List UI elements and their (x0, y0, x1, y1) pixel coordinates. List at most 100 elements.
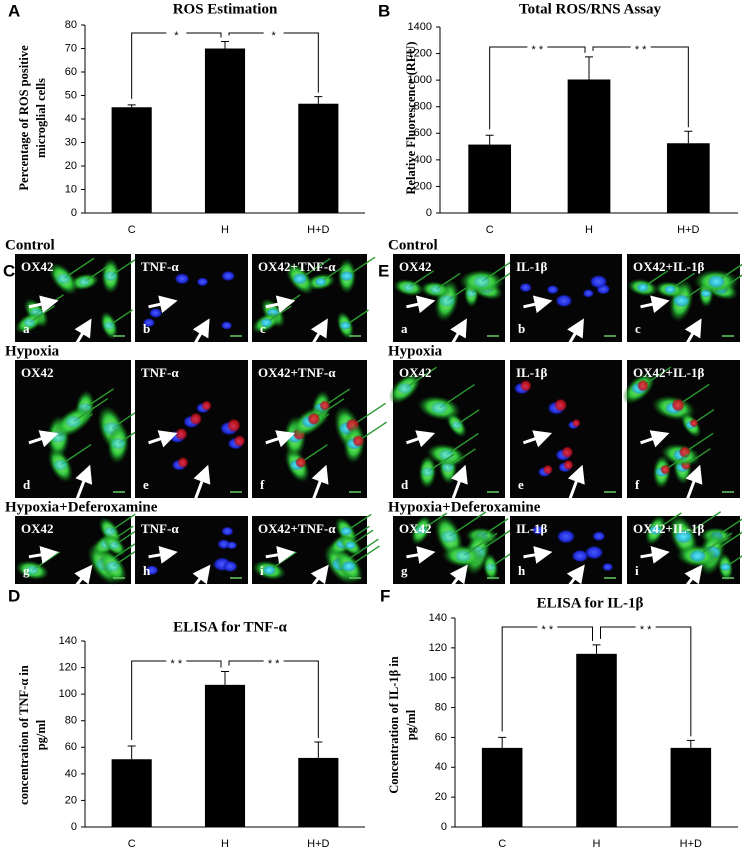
arrow (566, 464, 585, 505)
y-tick-label: 20 (65, 794, 77, 806)
nucleus (292, 273, 308, 285)
micrograph: TNF-α e (135, 360, 248, 505)
arrow (28, 430, 59, 448)
y-tick-label: 20 (435, 791, 447, 803)
nucleus (314, 277, 327, 287)
y-tick-label: 0 (71, 207, 77, 219)
y-tick-label: 0 (441, 821, 447, 833)
arrow (265, 430, 296, 448)
error-bar (221, 671, 229, 685)
image-letter: e (518, 477, 524, 492)
arrow (310, 318, 328, 347)
nucleus (582, 289, 594, 298)
y-tick-label: 60 (65, 66, 77, 78)
nucleus (221, 270, 236, 282)
nucleus (402, 282, 415, 293)
bar (567, 79, 611, 213)
nucleus (142, 318, 156, 328)
cytokine-signal (572, 418, 581, 428)
nucleus (78, 277, 91, 287)
panel-letter: F (380, 586, 390, 605)
stain-label: OX42 (21, 365, 54, 380)
error-bar (684, 130, 693, 144)
bracket-gap (630, 43, 651, 51)
image-letter: a (401, 321, 408, 336)
nucleus (689, 549, 707, 563)
micrograph: OX42 g (393, 511, 515, 588)
y-tick-label: 10 (65, 183, 77, 195)
y-tick-label: 1200 (408, 47, 432, 59)
x-tick-label: H+D (677, 224, 699, 236)
y-tick-label: 120 (429, 642, 447, 654)
image-letter: f (260, 477, 265, 492)
cytokine-signal (561, 446, 574, 459)
bar (576, 653, 617, 827)
arrow (523, 546, 553, 564)
cytokine-signal (352, 434, 365, 447)
cytokine-signal (689, 418, 699, 428)
nucleus (649, 525, 662, 535)
x-tick-label: H (221, 838, 229, 850)
nucleus (22, 317, 36, 328)
nucleus (222, 560, 238, 573)
stain-label: IL-1β (516, 259, 548, 274)
error-bar (314, 741, 323, 758)
x-tick-label: C (498, 838, 506, 850)
stain-label: OX42+TNF-α (258, 365, 336, 380)
cytokine-signal (563, 459, 574, 471)
micrograph: IL-1β b (510, 254, 622, 347)
nucleus (485, 562, 497, 572)
arrow (310, 564, 329, 588)
bar (204, 48, 246, 213)
y-axis-label: pg/ml (34, 719, 48, 750)
y-tick-label: 600 (414, 127, 432, 139)
micrograph: OX42+TNF-α f (252, 360, 387, 505)
cytokine-signal (201, 400, 212, 411)
y-tick-label: 80 (65, 19, 77, 31)
arrow (640, 430, 670, 448)
nucleus (220, 321, 233, 330)
panel-letter: E (378, 261, 389, 280)
bracket-gap (263, 657, 284, 665)
nucleus (636, 282, 650, 293)
arrow (265, 295, 296, 314)
nucleus (430, 401, 449, 415)
x-tick-label: H (585, 224, 593, 236)
image-letter: f (635, 477, 640, 492)
chart-title: ELISA for IL-1β (537, 595, 644, 611)
nucleus (103, 321, 115, 330)
y-tick-label: 30 (65, 136, 77, 148)
arrow (192, 318, 210, 347)
x-tick-label: C (486, 224, 494, 236)
nucleus (221, 526, 234, 536)
y-tick-label: 1000 (408, 74, 432, 86)
arrow (148, 546, 178, 564)
bar (666, 143, 710, 213)
error-bar (127, 104, 136, 108)
micrograph: OX42+IL-1β c (627, 254, 742, 347)
nucleus (226, 541, 238, 550)
y-tick-label: 200 (414, 180, 432, 192)
cytokine-signal (233, 435, 246, 447)
nucleus (108, 541, 121, 550)
stain-label: OX42+TNF-α (258, 521, 336, 536)
cytokine-signal (295, 456, 307, 469)
nucleus (341, 560, 357, 573)
nucleus (602, 562, 614, 572)
micrograph: TNF-α b (135, 254, 248, 347)
significance-label: * * (640, 624, 652, 636)
significance-label: * * (171, 658, 183, 670)
arrow (449, 464, 468, 505)
cytokine-signal (660, 464, 671, 475)
error-bar (686, 739, 695, 748)
nucleus (55, 273, 71, 285)
significance-label: * * (635, 44, 647, 56)
arrow (148, 430, 178, 448)
nucleus (438, 294, 456, 308)
arrow (684, 464, 703, 505)
nucleus (104, 560, 121, 573)
arrow (640, 295, 670, 314)
y-tick-label: 40 (65, 768, 77, 780)
nucleus (546, 285, 559, 295)
